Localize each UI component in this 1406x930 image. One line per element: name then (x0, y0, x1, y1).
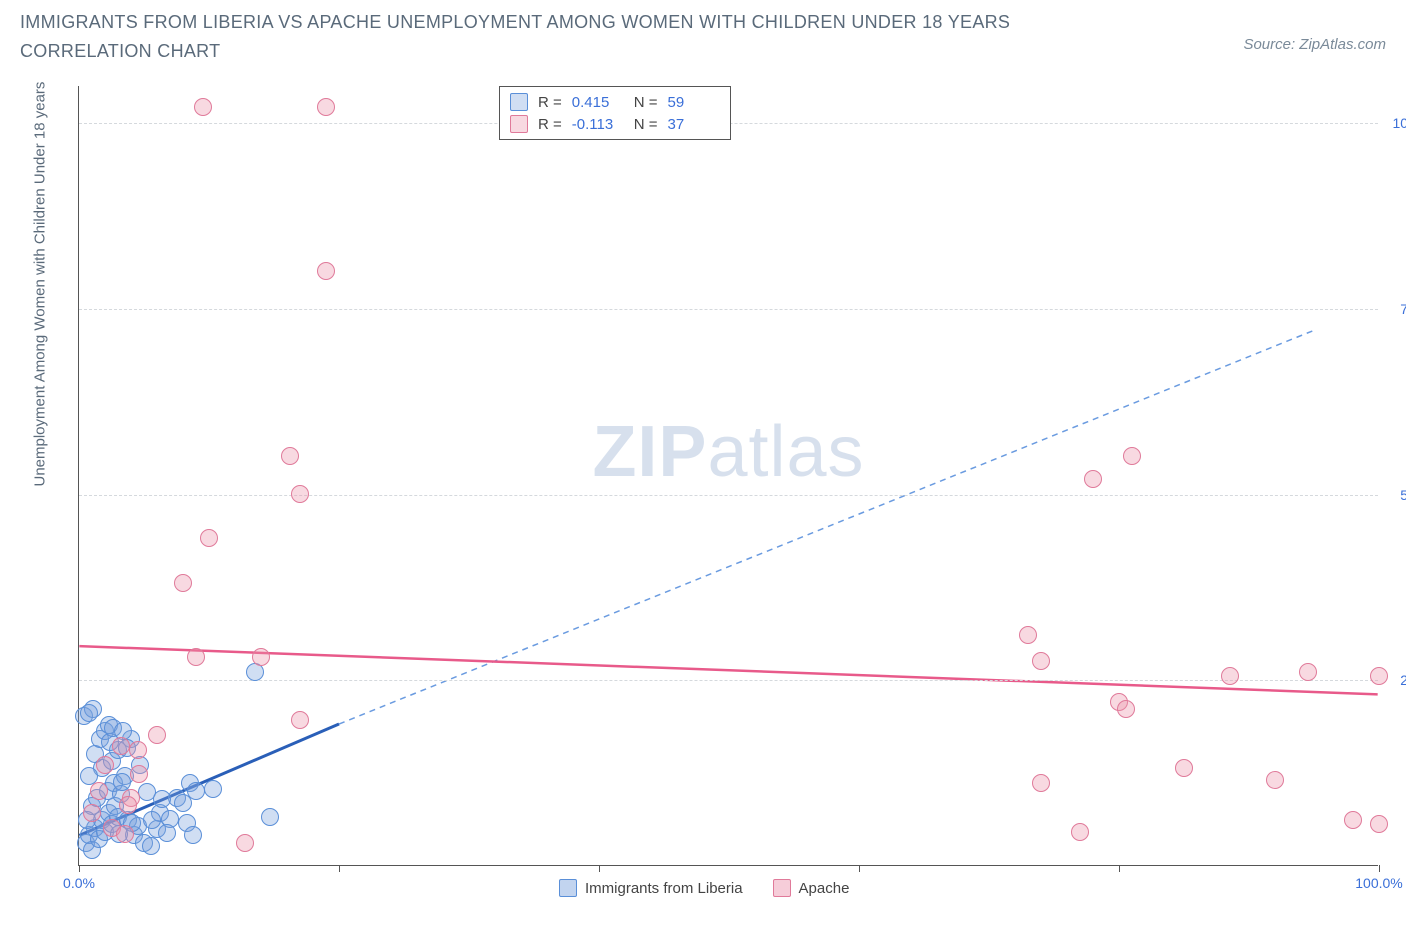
data-point (90, 782, 108, 800)
data-point (83, 804, 101, 822)
r-value: -0.113 (572, 116, 624, 133)
legend-swatch (773, 879, 791, 897)
data-point (1084, 470, 1102, 488)
data-point (174, 574, 192, 592)
data-point (112, 737, 130, 755)
data-point (1032, 652, 1050, 670)
data-point (143, 811, 161, 829)
data-point (116, 825, 134, 843)
x-tick (339, 865, 340, 872)
legend-stat-row: R = 0.415 N = 59 (510, 91, 720, 113)
r-value: 0.415 (572, 94, 624, 111)
data-point (142, 837, 160, 855)
gridline (79, 680, 1378, 681)
chart-wrapper: Unemployment Among Women with Children U… (50, 78, 1390, 918)
data-point (129, 741, 147, 759)
y-tick-label: 75.0% (1400, 301, 1406, 317)
data-point (204, 780, 222, 798)
y-tick-label: 25.0% (1400, 672, 1406, 688)
data-point (1117, 700, 1135, 718)
chart-source: Source: ZipAtlas.com (1243, 36, 1386, 53)
data-point (1221, 667, 1239, 685)
legend-stat-row: R = -0.113 N = 37 (510, 113, 720, 135)
x-tick (859, 865, 860, 872)
chart-title: IMMIGRANTS FROM LIBERIA VS APACHE UNEMPL… (20, 8, 1120, 66)
gridline (79, 309, 1378, 310)
data-point (1071, 823, 1089, 841)
data-point (1370, 667, 1388, 685)
data-point (153, 790, 171, 808)
data-point (80, 704, 98, 722)
data-point (187, 648, 205, 666)
r-label: R = (538, 116, 562, 133)
data-point (187, 782, 205, 800)
y-tick-label: 50.0% (1400, 487, 1406, 503)
data-point (317, 98, 335, 116)
x-tick-label: 100.0% (1355, 875, 1402, 891)
data-point (236, 834, 254, 852)
legend-label: Immigrants from Liberia (585, 880, 743, 897)
x-tick (1119, 865, 1120, 872)
data-point (1344, 811, 1362, 829)
legend-item: Immigrants from Liberia (559, 879, 743, 897)
gridline (79, 495, 1378, 496)
data-point (119, 796, 137, 814)
y-axis-title: Unemployment Among Women with Children U… (32, 82, 49, 487)
n-value: 37 (668, 116, 720, 133)
data-point (148, 726, 166, 744)
data-point (158, 824, 176, 842)
x-tick (79, 865, 80, 872)
data-point (194, 98, 212, 116)
data-point (291, 485, 309, 503)
data-point (130, 765, 148, 783)
chart-header: IMMIGRANTS FROM LIBERIA VS APACHE UNEMPL… (0, 0, 1406, 66)
legend-swatch (510, 115, 528, 133)
data-point (1123, 447, 1141, 465)
trendlines-layer (79, 86, 1378, 865)
data-point (1370, 815, 1388, 833)
data-point (1266, 771, 1284, 789)
y-tick-label: 100.0% (1393, 115, 1406, 131)
data-point (200, 529, 218, 547)
data-point (184, 826, 202, 844)
r-label: R = (538, 94, 562, 111)
data-point (291, 711, 309, 729)
correlation-legend: R = 0.415 N = 59 R = -0.113 N = 37 (499, 86, 731, 140)
data-point (113, 773, 131, 791)
data-point (1175, 759, 1193, 777)
n-value: 59 (668, 94, 720, 111)
scatter-plot-area: ZIPatlas R =0.415N =59R =-0.113N =37 Imm… (78, 86, 1378, 866)
n-label: N = (634, 116, 658, 133)
data-point (261, 808, 279, 826)
legend-swatch (510, 93, 528, 111)
x-tick-label: 0.0% (63, 875, 95, 891)
data-point (1019, 626, 1037, 644)
data-point (252, 648, 270, 666)
series-legend: Immigrants from Liberia Apache (559, 879, 849, 897)
n-label: N = (634, 94, 658, 111)
data-point (1299, 663, 1317, 681)
data-point (281, 447, 299, 465)
data-point (1032, 774, 1050, 792)
data-point (317, 262, 335, 280)
legend-swatch (559, 879, 577, 897)
data-point (96, 756, 114, 774)
watermark: ZIPatlas (592, 411, 864, 493)
legend-item: Apache (773, 879, 850, 897)
legend-label: Apache (799, 880, 850, 897)
x-tick (599, 865, 600, 872)
x-tick (1379, 865, 1380, 872)
